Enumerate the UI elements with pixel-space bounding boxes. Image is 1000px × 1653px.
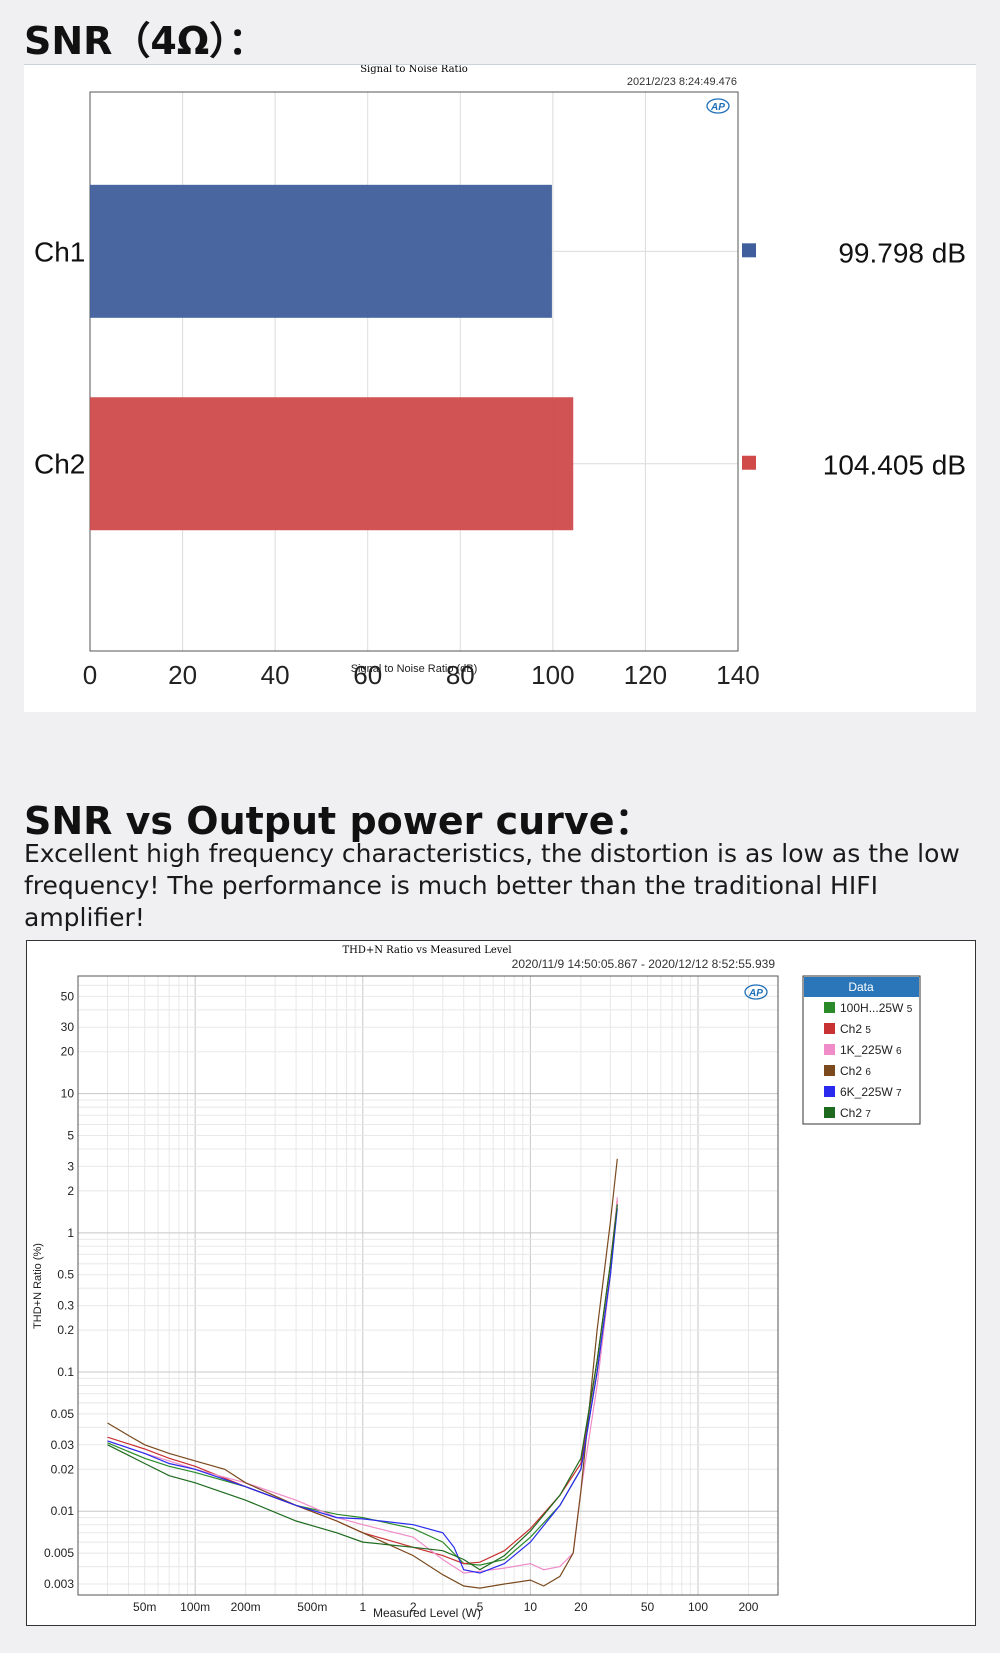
y-tick-label: 3 — [67, 1159, 74, 1173]
legend-label: Ch2 6 — [840, 1064, 871, 1078]
section-description: Excellent high frequency characteristics… — [24, 839, 960, 932]
snr-bar-chart-panel: Signal to Noise Ratio 2021/2/23 8:24:49.… — [24, 64, 976, 712]
x-tick-label: 100 — [531, 660, 574, 690]
x-tick-label: 100m — [180, 1600, 210, 1614]
x-tick-label: 2 — [410, 1600, 417, 1614]
x-tick-label: 80 — [446, 660, 475, 690]
legend-swatch — [742, 455, 756, 470]
legend-swatch — [824, 1107, 835, 1118]
x-tick-label: 200 — [738, 1600, 758, 1614]
x-tick-label: 140 — [716, 660, 759, 690]
y-tick-label: 5 — [67, 1129, 74, 1143]
x-axis-label: Signal to Noise Ratio (dB) — [351, 663, 478, 675]
y-tick-label: 0.005 — [44, 1546, 74, 1560]
y-tick-label: 20 — [61, 1045, 75, 1059]
x-tick-label: 60 — [353, 660, 382, 690]
value-label: 99.798 dB — [838, 237, 966, 268]
y-tick-label: 0.1 — [57, 1365, 74, 1379]
x-tick-label: 10 — [524, 1600, 538, 1614]
x-tick-label: 20 — [168, 660, 197, 690]
series-line — [107, 1200, 618, 1565]
section-heading-snr: SNR（4Ω）： — [24, 19, 267, 63]
plot-frame — [89, 91, 739, 652]
legend-label: 1K_225W 6 — [840, 1043, 902, 1057]
section-heading-curve: SNR vs Output power curve： — [24, 799, 653, 843]
legend: Data 100H...25W 5 Ch2 5 1K_225W 6 Ch2 6 6K_2… — [802, 975, 921, 1125]
snr-bar-chart: Signal to Noise Ratio 2021/2/23 8:24:49.… — [34, 65, 966, 690]
y-tick-label: 50 — [61, 989, 75, 1003]
x-tick-label: 0 — [83, 660, 97, 690]
y-tick-label: 0.3 — [57, 1299, 74, 1313]
series-line — [107, 1208, 618, 1574]
legend-label: Ch2 7 — [840, 1106, 871, 1120]
legend-swatch — [824, 1065, 835, 1076]
y-tick-label: 0.01 — [51, 1504, 75, 1518]
series-line — [107, 1158, 618, 1589]
ap-logo-text: AP — [710, 102, 725, 113]
category-labels: Ch1 Ch2 — [34, 236, 85, 479]
plot-frame — [77, 975, 779, 1596]
y-tick-label: 0.02 — [51, 1462, 75, 1476]
x-tick-label: 50m — [133, 1600, 156, 1614]
series-line — [107, 1204, 618, 1571]
legend-title: Data — [848, 980, 874, 994]
chart-title: THD+N Ratio vs Measured Level — [342, 945, 511, 956]
bars — [90, 184, 574, 531]
category-label: Ch1 — [34, 236, 85, 267]
legend-swatch — [824, 1086, 835, 1097]
x-axis-label: Measured Level (W) — [373, 1606, 481, 1620]
x-tick-labels: 0 20 40 60 80 100 120 140 — [83, 660, 760, 690]
x-tick-label: 500m — [297, 1600, 327, 1614]
chart-timestamp: 2020/11/9 14:50:05.867 - 2020/12/12 8:52… — [512, 957, 776, 971]
y-tick-label: 0.03 — [51, 1438, 75, 1452]
y-axis-label: THD+N Ratio (%) — [32, 1243, 44, 1329]
legend: 99.798 dB 104.405 dB — [742, 237, 966, 481]
thdn-line-chart-panel: THD+N Ratio vs Measured Level 2020/11/9 … — [26, 940, 976, 1626]
grid — [89, 92, 739, 651]
x-tick-label: 50 — [641, 1600, 655, 1614]
legend-box — [802, 975, 921, 1125]
bar-ch1 — [90, 184, 552, 318]
x-tick-label: 5 — [477, 1600, 484, 1614]
x-tick-label: 100 — [688, 1600, 708, 1614]
ap-logo-text: AP — [748, 988, 763, 999]
ap-logo: AP — [744, 984, 768, 1000]
y-tick-label: 2 — [67, 1184, 74, 1198]
y-tick-label: 30 — [61, 1020, 75, 1034]
legend-label: 100H...25W 5 — [840, 1001, 913, 1015]
ap-logo-ring-icon — [744, 984, 768, 1000]
ap-logo: AP — [706, 98, 730, 114]
x-tick-label: 40 — [261, 660, 290, 690]
y-tick-label: 0.2 — [57, 1323, 74, 1337]
y-tick-label: 0.5 — [57, 1268, 74, 1282]
y-tick-label: 10 — [61, 1087, 75, 1101]
y-tick-label: 0.05 — [51, 1407, 75, 1421]
chart-title: Signal to Noise Ratio — [360, 65, 468, 75]
legend-swatch — [824, 1023, 835, 1034]
legend-swatch — [824, 1044, 835, 1055]
y-tick-labels: 50 30 20 10 5 3 2 1 0.5 0.3 0.2 0.1 0.05 0.03 0.02 0.01… — [44, 989, 74, 1591]
x-tick-label: 1 — [359, 1600, 366, 1614]
legend-label: 6K_225W 7 — [840, 1085, 902, 1099]
legend-items: 100H...25W 5 Ch2 5 1K_225W 6 Ch2 6 6K_225W 7… — [824, 1001, 913, 1120]
x-tick-label: 200m — [231, 1600, 261, 1614]
thdn-line-chart: THD+N Ratio vs Measured Level 2020/11/9 … — [32, 945, 921, 1620]
series-lines — [107, 1158, 618, 1589]
bar-ch2 — [90, 397, 574, 531]
chart-timestamp: 2021/2/23 8:24:49.476 — [627, 76, 737, 88]
grid — [77, 975, 779, 1595]
legend-header — [804, 977, 919, 997]
y-tick-label: 1 — [67, 1226, 74, 1240]
value-label: 104.405 dB — [823, 450, 966, 481]
x-tick-label: 120 — [624, 660, 667, 690]
category-label: Ch2 — [34, 449, 85, 480]
ap-logo-ring-icon — [706, 98, 730, 114]
legend-swatch — [742, 243, 756, 258]
y-tick-label: 0.003 — [44, 1577, 74, 1591]
x-tick-label: 20 — [574, 1600, 588, 1614]
x-tick-labels: 50m 100m 200m 500m 1 2 5 10 20 50 100 200 — [133, 1600, 759, 1614]
legend-swatch — [824, 1002, 835, 1013]
legend-label: Ch2 5 — [840, 1022, 871, 1036]
